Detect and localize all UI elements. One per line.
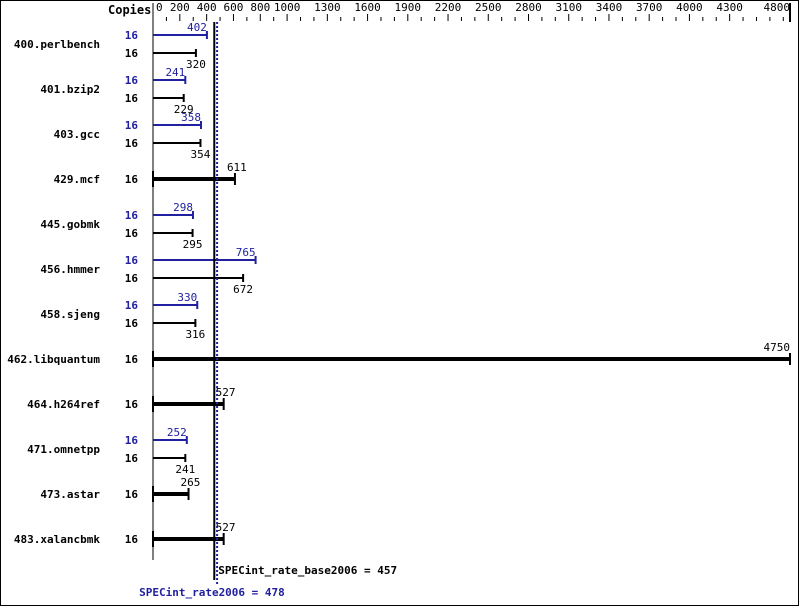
base-copies: 16 [125,137,139,150]
tick-label: 3400 [596,1,623,14]
benchmark-name: 429.mcf [54,173,100,186]
benchmark-row: 401.bzip2 16 16 241 229 [40,66,193,116]
benchmark-row: 483.xalancbmk 16 527 [14,521,236,547]
peak-copies: 16 [125,434,139,447]
base-value: 320 [186,58,206,71]
benchmark-name: 400.perlbench [14,38,100,51]
benchmark-name: 401.bzip2 [40,83,100,96]
benchmark-name: 403.gcc [54,128,100,141]
base-copies: 16 [125,317,139,330]
benchmark-name: 464.h264ref [27,398,100,411]
tick-label: 2200 [435,1,462,14]
base-copies: 16 [125,452,139,465]
tick-label: 1900 [395,1,422,14]
base-copies: 16 [125,398,139,411]
benchmark-name: 458.sjeng [40,308,100,321]
base-copies: 16 [125,353,139,366]
copies-header: Copies [108,3,151,17]
tick-label: 400 [197,1,217,14]
tick-label: 4800 [764,1,791,14]
tick-label: 2500 [475,1,502,14]
peak-copies: 16 [125,119,139,132]
benchmark-name: 471.omnetpp [27,443,100,456]
peak-value: 330 [177,291,197,304]
benchmark-row: 403.gcc 16 16 358 354 [54,111,211,161]
peak-value: 765 [236,246,256,259]
benchmark-row: 445.gobmk 16 16 298 295 [40,201,202,251]
base-copies: 16 [125,227,139,240]
base-value: 229 [174,103,194,116]
base-copies: 16 [125,272,139,285]
benchmark-row: 458.sjeng 16 16 330 316 [40,291,205,341]
tick-label: 200 [170,1,190,14]
base-value: 4750 [764,341,791,354]
base-value: 527 [216,521,236,534]
base-copies: 16 [125,92,139,105]
base-value: 241 [175,463,195,476]
peak-value: 358 [181,111,201,124]
benchmark-name: 456.hmmer [40,263,100,276]
tick-label: 2800 [515,1,542,14]
peak-metric-label: SPECint_rate2006 = 478 [139,586,285,599]
tick-label: 0 [156,1,163,14]
tick-label: 1000 [274,1,301,14]
base-value: 672 [233,283,253,296]
peak-copies: 16 [125,254,139,267]
tick-label: 3100 [555,1,582,14]
tick-label: 600 [224,1,244,14]
base-copies: 16 [125,488,139,501]
benchmark-name: 473.astar [40,488,100,501]
benchmark-name: 445.gobmk [40,218,100,231]
benchmark-row: 471.omnetpp 16 16 252 241 [27,426,195,476]
benchmark-name: 483.xalancbmk [14,533,100,546]
base-copies: 16 [125,47,139,60]
peak-value: 402 [187,21,207,34]
base-value: 265 [181,476,201,489]
peak-value: 298 [173,201,193,214]
base-value: 295 [183,238,203,251]
tick-label: 1300 [314,1,341,14]
base-copies: 16 [125,533,139,546]
tick-label: 4300 [716,1,743,14]
tick-label: 3700 [636,1,663,14]
base-value: 354 [191,148,211,161]
benchmark-row: 400.perlbench 16 16 402 320 [14,21,208,71]
peak-copies: 16 [125,209,139,222]
benchmark-name: 462.libquantum [7,353,100,366]
peak-value: 252 [167,426,187,439]
benchmark-row: 473.astar 16 265 [40,476,200,502]
base-value: 611 [227,161,247,174]
tick-label: 800 [250,1,270,14]
benchmark-row: 462.libquantum 16 4750 [7,341,791,367]
peak-copies: 16 [125,299,139,312]
peak-copies: 16 [125,74,139,87]
peak-copies: 16 [125,29,139,42]
peak-value: 241 [165,66,185,79]
base-value: 527 [216,386,236,399]
tick-label: 4000 [676,1,703,14]
base-copies: 16 [125,173,139,186]
benchmark-row: 464.h264ref 16 527 [27,386,236,412]
tick-label: 1600 [354,1,381,14]
base-value: 316 [185,328,205,341]
base-metric-label: SPECint_rate_base2006 = 457 [218,564,397,577]
benchmark-row: 429.mcf 16 611 [54,161,247,187]
benchmark-row: 456.hmmer 16 16 765 672 [40,246,257,296]
